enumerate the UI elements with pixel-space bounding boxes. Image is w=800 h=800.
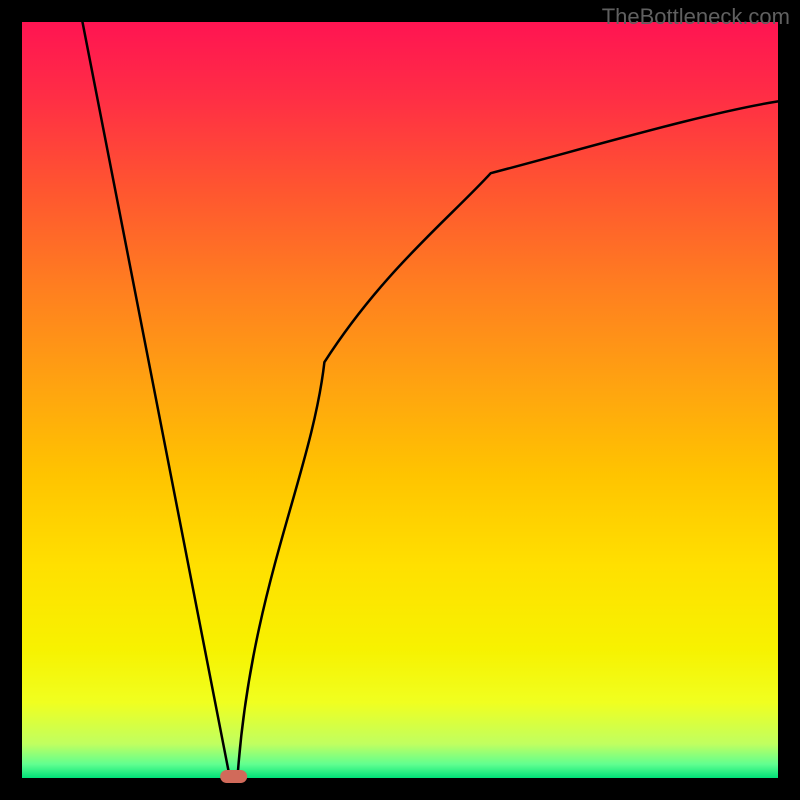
chart-plot-area	[22, 22, 778, 778]
bottleneck-chart: TheBottleneck.com	[0, 0, 800, 800]
chart-svg	[0, 0, 800, 800]
optimal-point-marker	[221, 770, 247, 782]
